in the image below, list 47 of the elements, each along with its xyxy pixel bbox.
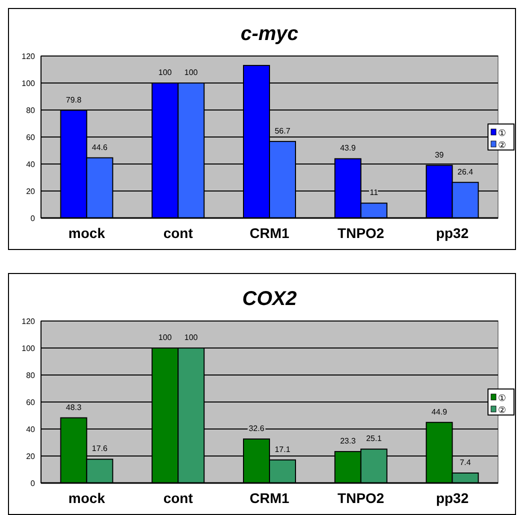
- data-label: 43.9: [340, 144, 356, 153]
- data-label: 17.1: [274, 444, 291, 454]
- x-tick-label: CRM1: [250, 490, 290, 506]
- data-label: 23.3: [340, 436, 356, 446]
- x-tick-label: cont: [163, 490, 194, 506]
- x-tick-label: pp32: [436, 490, 469, 506]
- data-label: 48.3: [66, 402, 82, 412]
- x-tick-label: cont: [163, 225, 194, 241]
- chart-title: COX2: [242, 288, 297, 310]
- x-tick-label: TNPO2: [338, 225, 384, 241]
- data-label: 100: [184, 333, 198, 342]
- y-tick-label: 80: [26, 371, 36, 380]
- y-tick-label: 120: [22, 317, 36, 326]
- y-tick-label: 60: [26, 133, 36, 142]
- x-tick-label: pp32: [436, 225, 469, 241]
- data-label: 100: [184, 68, 198, 77]
- y-tick-label: 20: [26, 452, 36, 461]
- x-tick-label: mock: [68, 490, 106, 506]
- data-label: 26.4: [458, 167, 474, 176]
- data-label: 100: [158, 333, 172, 342]
- y-tick-label: 40: [26, 425, 36, 434]
- legend-label: ①: [498, 394, 506, 404]
- legend-label: ②: [498, 406, 506, 416]
- y-tick-label: 100: [22, 344, 36, 353]
- data-label: 17.6: [92, 444, 108, 454]
- x-tick-label: CRM1: [250, 225, 290, 241]
- y-tick-label: 20: [26, 187, 36, 196]
- data-label: 39: [434, 150, 444, 160]
- legend-label: ①: [498, 129, 506, 139]
- y-tick-label: 80: [26, 106, 36, 115]
- data-label: 79.8: [66, 95, 82, 104]
- y-tick-label: 0: [30, 214, 36, 223]
- data-label: 100: [158, 68, 172, 77]
- y-tick-label: 0: [30, 479, 36, 488]
- y-tick-label: 100: [22, 79, 36, 88]
- y-tick-label: 40: [26, 160, 36, 169]
- legend-label: ②: [498, 141, 506, 151]
- y-tick-label: 60: [26, 398, 36, 407]
- data-label: 56.7: [274, 126, 291, 136]
- data-label: 25.1: [366, 434, 382, 444]
- x-tick-label: TNPO2: [338, 490, 384, 506]
- data-label: 44.9: [432, 407, 448, 416]
- chart-title: c-myc: [240, 23, 298, 45]
- data-label: 44.6: [92, 142, 108, 152]
- x-tick-label: mock: [68, 225, 106, 241]
- data-label: 7.4: [460, 458, 472, 468]
- y-tick-label: 120: [22, 52, 36, 61]
